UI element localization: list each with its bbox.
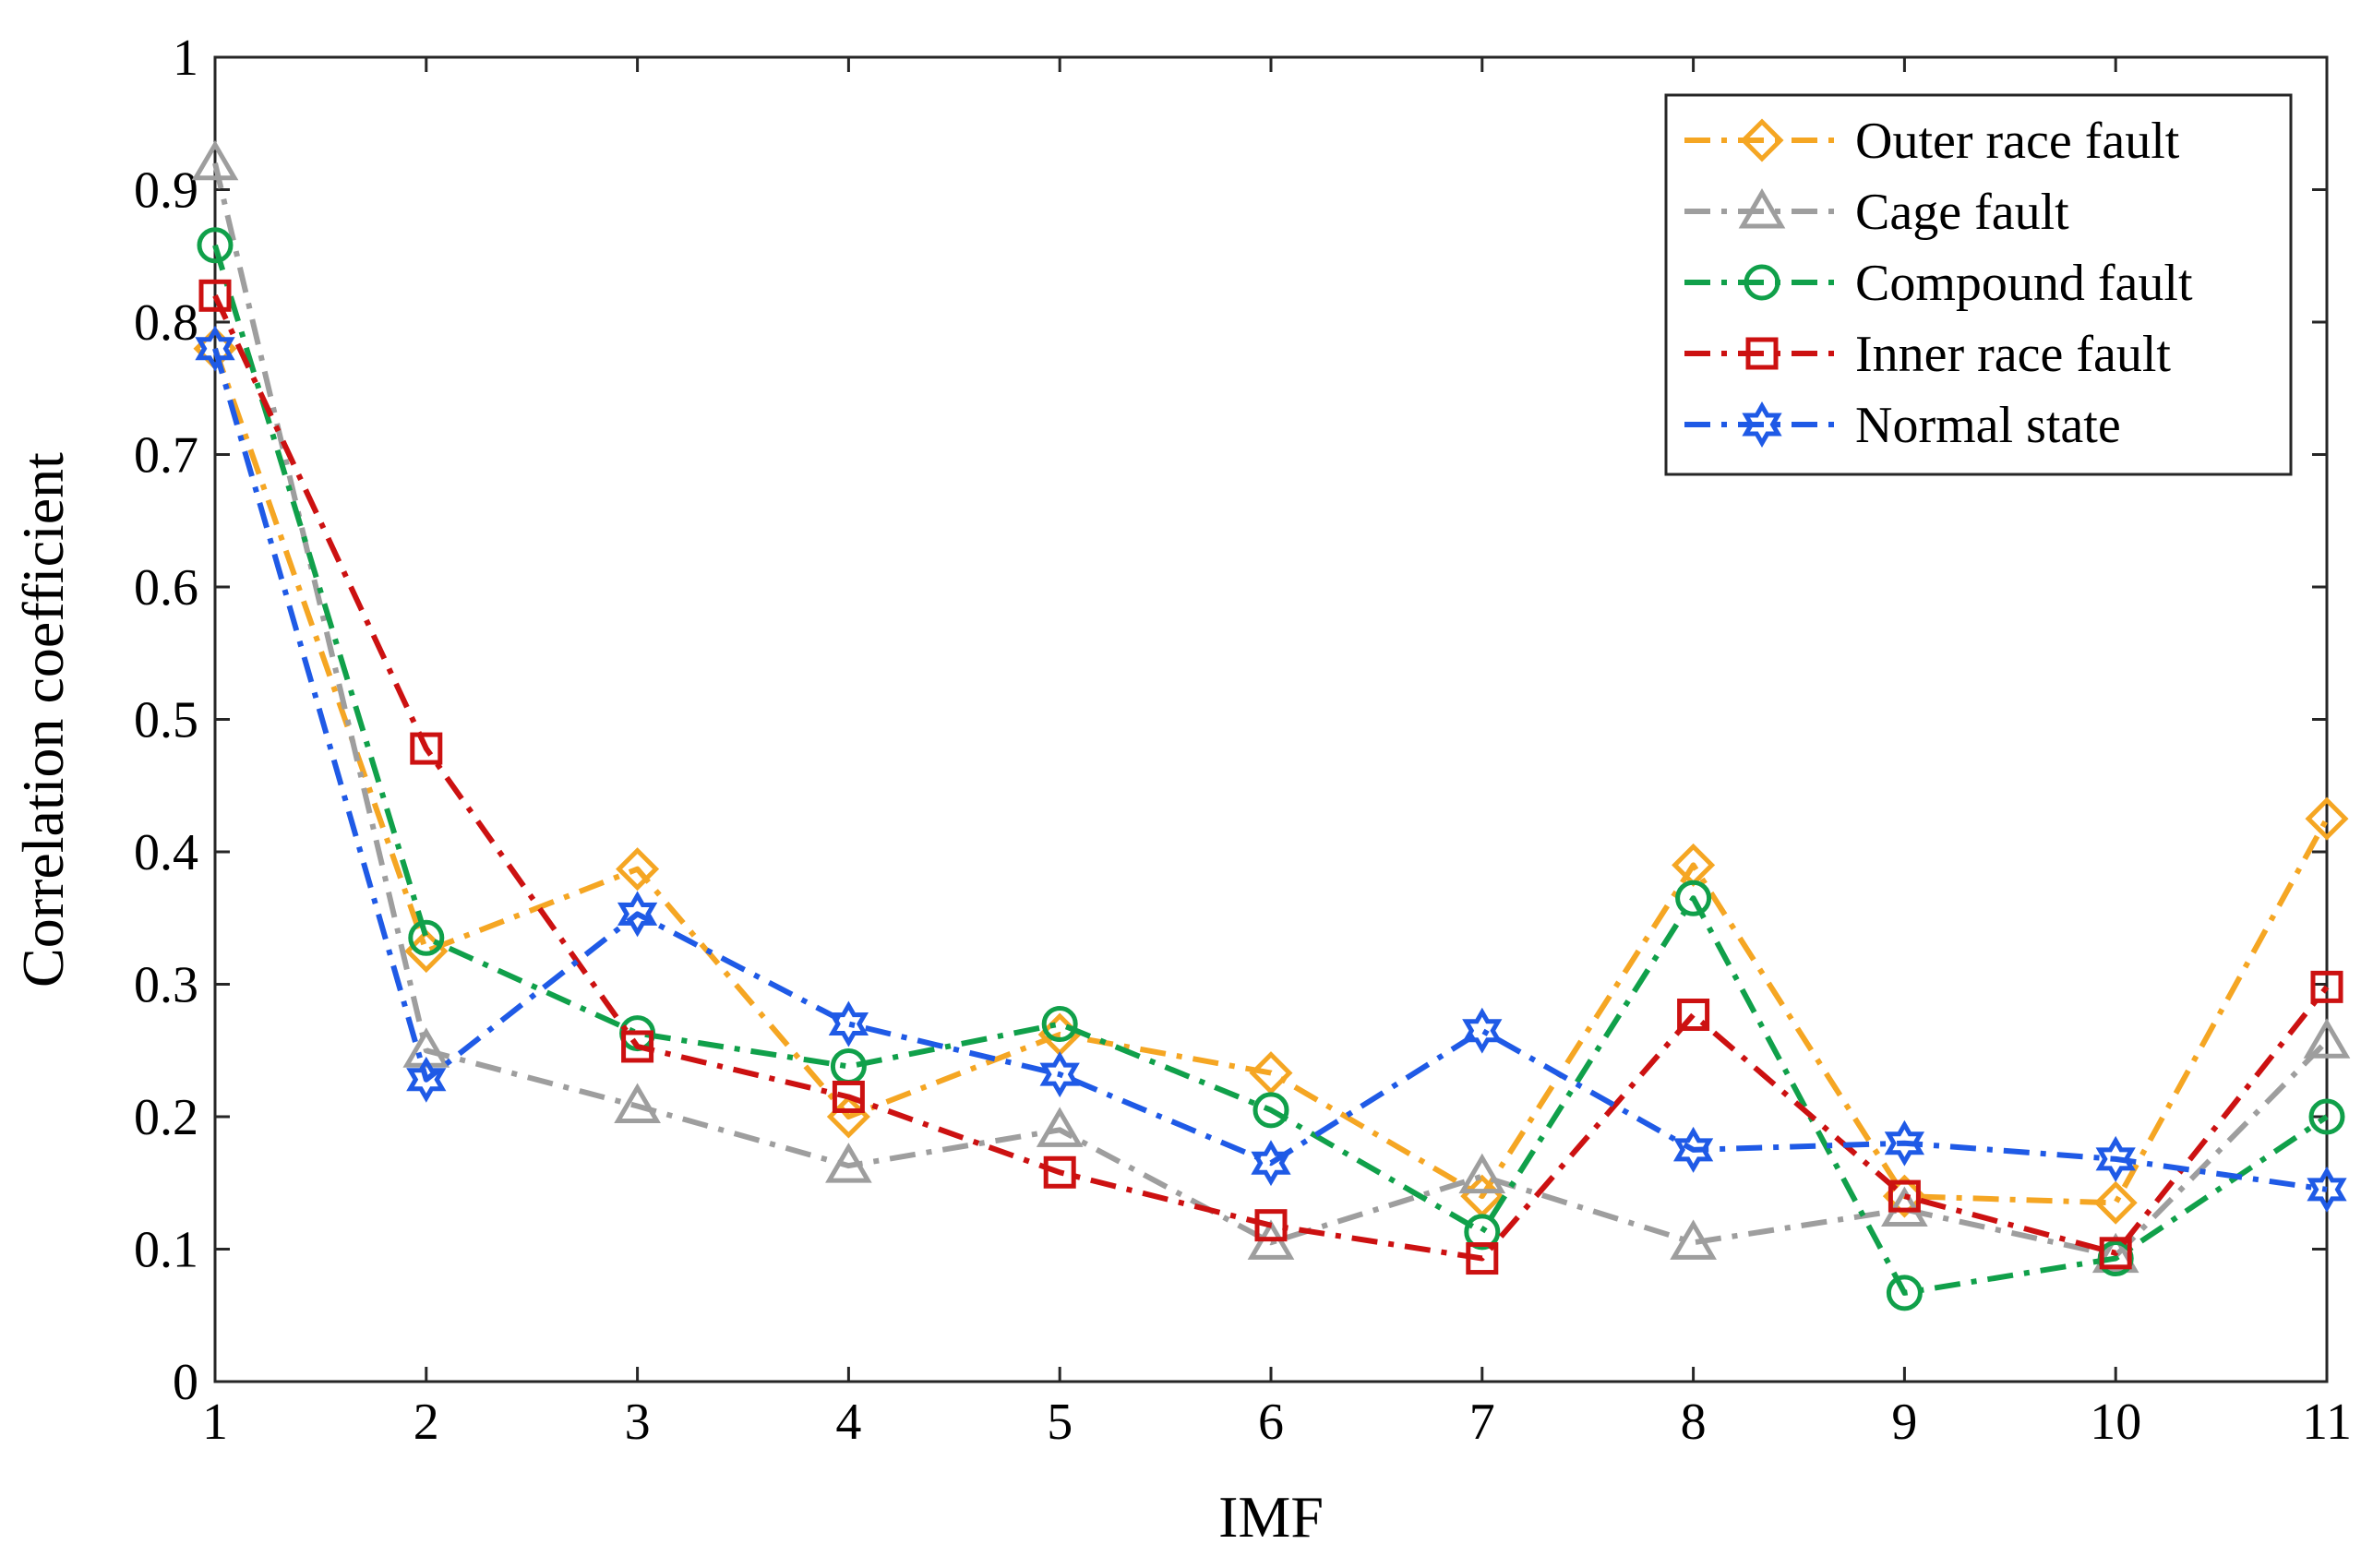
- data-point-marker: [832, 1080, 865, 1113]
- data-point-marker: [2095, 1135, 2136, 1182]
- x-tick-label: 6: [1258, 1394, 1284, 1451]
- data-point-marker: [617, 891, 658, 938]
- data-point-marker: [1888, 1179, 1921, 1213]
- data-point-marker: [1881, 1186, 1928, 1227]
- y-tick-label: 1: [173, 30, 198, 87]
- data-point-marker: [1251, 1140, 1291, 1187]
- data-point-marker: [408, 919, 445, 956]
- data-point-marker: [198, 279, 232, 312]
- legend-item: Normal state: [1684, 397, 2121, 454]
- x-tick-label: 4: [835, 1394, 861, 1451]
- data-point-marker: [1249, 1051, 1293, 1095]
- x-tick-label: 8: [1681, 1394, 1707, 1451]
- series-line: [212, 162, 2330, 1259]
- y-tick-label: 0.4: [134, 824, 198, 881]
- data-point-marker: [191, 139, 239, 181]
- x-tick-label: 3: [625, 1394, 651, 1451]
- y-tick-label: 0.3: [134, 957, 198, 1014]
- legend-item: Cage fault: [1684, 184, 2069, 241]
- legend-label: Compound fault: [1855, 255, 2193, 312]
- x-tick-label: 10: [2090, 1394, 2141, 1451]
- data-point-marker: [406, 1056, 447, 1103]
- y-tick-label: 0.7: [134, 427, 198, 485]
- y-tick-label: 0.1: [134, 1222, 198, 1279]
- legend-label: Normal state: [1855, 397, 2121, 454]
- data-point-marker: [2093, 1180, 2138, 1225]
- y-tick-label: 0.5: [134, 692, 198, 749]
- data-point-marker: [621, 1030, 654, 1063]
- data-point-marker: [1458, 1153, 1506, 1194]
- data-point-marker: [828, 1000, 869, 1047]
- data-point-marker: [2091, 1232, 2139, 1274]
- data-point-marker: [410, 732, 443, 765]
- legend-label: Cage fault: [1855, 184, 2069, 241]
- data-point-marker: [1039, 1051, 1080, 1098]
- data-point-marker: [1675, 880, 1712, 916]
- legend-item: Outer race fault: [1684, 113, 2180, 170]
- series-group: [191, 139, 2351, 1311]
- series-line: [212, 347, 2330, 1206]
- legend: Outer race fault Cage fault Compound fault…: [1664, 93, 2293, 476]
- y-tick-label: 0: [173, 1354, 198, 1411]
- data-point-marker: [2310, 970, 2343, 1003]
- data-point-marker: [2303, 1018, 2351, 1059]
- data-point-marker: [1738, 188, 1786, 229]
- data-point-marker: [1886, 1275, 1923, 1311]
- y-tick-label: 0.9: [134, 162, 198, 220]
- data-point-marker: [1745, 337, 1779, 370]
- data-point-marker: [1672, 1126, 1714, 1173]
- legend-label: Inner race fault: [1855, 326, 2171, 383]
- data-point-marker: [1043, 1155, 1076, 1189]
- data-point-marker: [1884, 1119, 1925, 1167]
- data-point-marker: [1252, 1092, 1289, 1129]
- x-tick-label: 9: [1891, 1394, 1917, 1451]
- data-point-marker: [1462, 1007, 1503, 1054]
- data-point-marker: [2308, 1098, 2345, 1135]
- series-line: [212, 294, 2330, 1262]
- data-point-marker: [1742, 401, 1782, 448]
- axes: 1 2 3 4 5 6 7 8 9 10 11 0 0.1 0.2 0.3 0.4 0.5 0.6 0.7 0.8 0.…: [134, 30, 2352, 1451]
- data-point-marker: [1677, 999, 1710, 1032]
- legend-box: [1664, 93, 2293, 476]
- data-point-marker: [2307, 1166, 2347, 1213]
- data-point-marker: [1466, 1242, 1499, 1275]
- data-point-marker: [1041, 1006, 1078, 1043]
- x-tick-label: 1: [202, 1394, 228, 1451]
- data-point-marker: [2099, 1237, 2132, 1270]
- y-tick-label: 0.8: [134, 294, 198, 352]
- data-point-marker: [825, 1143, 872, 1183]
- series-line: [212, 244, 2329, 1296]
- x-axis-label: IMF: [1218, 1484, 1324, 1550]
- x-tick-label: 11: [2302, 1394, 2352, 1451]
- x-tick-label: 5: [1047, 1394, 1073, 1451]
- series-inner-race-fault: [198, 279, 2343, 1275]
- y-tick-label: 0.2: [134, 1089, 198, 1146]
- data-point-marker: [2305, 796, 2349, 841]
- y-tick-label: 0.6: [134, 559, 198, 616]
- data-point-marker: [1744, 264, 1780, 301]
- data-point-marker: [1670, 1219, 1717, 1260]
- legend-item: Compound fault: [1684, 255, 2193, 312]
- data-point-marker: [197, 227, 234, 264]
- data-point-marker: [1740, 118, 1784, 162]
- legend-label: Outer race fault: [1855, 113, 2180, 170]
- data-point-marker: [616, 847, 660, 892]
- x-tick-label: 7: [1469, 1394, 1495, 1451]
- series-line: [212, 347, 2328, 1192]
- data-point-marker: [614, 1083, 661, 1124]
- data-point-marker: [1254, 1209, 1288, 1242]
- data-point-marker: [1464, 1214, 1501, 1251]
- x-tick-label: 2: [413, 1394, 439, 1451]
- y-axis-label: Correlation coefficient: [10, 452, 76, 987]
- series-normal-state: [195, 325, 2347, 1213]
- data-point-marker: [195, 325, 235, 372]
- legend-item: Inner race fault: [1684, 326, 2171, 383]
- data-point-marker: [1036, 1107, 1084, 1147]
